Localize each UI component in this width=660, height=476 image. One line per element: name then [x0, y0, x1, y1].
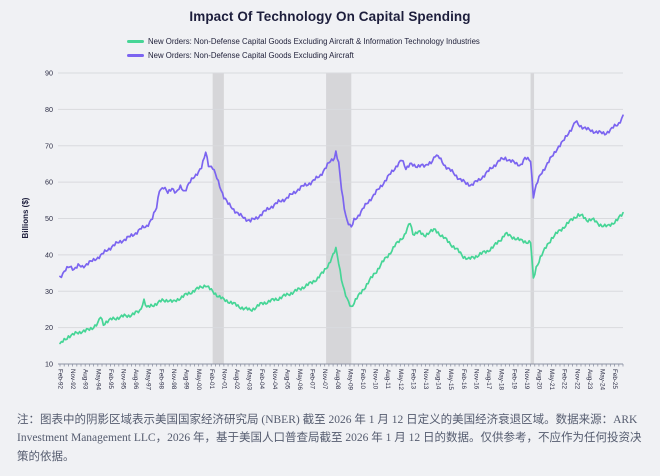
x-tick-label: Feb-04 [258, 369, 265, 389]
series-line-ex-aircraft-it [59, 211, 624, 345]
legend-swatch-purple-line [127, 53, 144, 57]
y-tick-label: 10 [45, 360, 53, 369]
x-tick-label: Aug-17 [485, 369, 492, 390]
footnote-disclaimer: 注：图表中的阴影区域表示美国国家经济研究局 (NBER) 截至 2026 年 1… [17, 414, 642, 463]
y-axis-title: Billions ($) [21, 197, 30, 238]
y-tick-label: 70 [45, 141, 53, 150]
legend-swatch-green-line [127, 39, 144, 43]
y-tick-label: 80 [45, 105, 53, 114]
x-tick-label: Nov-92 [69, 369, 76, 390]
x-tick-label: May-24 [598, 369, 605, 390]
y-tick-label: 60 [45, 178, 53, 187]
x-tick-label: Feb-95 [107, 369, 114, 389]
y-tick-label: 40 [45, 250, 53, 259]
chart-title: Impact Of Technology On Capital Spending [189, 9, 471, 24]
legend-item-ex-aircraft-it: New Orders: Non-Defense Capital Goods Ex… [127, 34, 480, 48]
x-tick-label: Nov-22 [573, 369, 580, 390]
legend-label-ex-aircraft: New Orders: Non-Defense Capital Goods Ex… [148, 50, 354, 60]
x-tick-label: Nov-04 [271, 369, 278, 390]
x-tick-label: Feb-16 [460, 369, 467, 389]
x-tick-label: Aug-20 [535, 369, 542, 390]
x-tick-label: Nov-98 [170, 369, 177, 390]
x-tick-label: Nov-07 [321, 369, 328, 390]
x-tick-label: Nov-16 [472, 369, 479, 390]
x-tick-label: Feb-13 [409, 369, 416, 389]
x-tick-label: May-94 [94, 369, 101, 390]
line-chart-canvas: 10 20 30 40 50 60 70 80 90 Feb-92 Nov-92 Aug-93 May-… [21, 69, 624, 390]
x-tick-label: Aug-11 [384, 369, 391, 389]
x-tick-label: Nov-19 [523, 369, 530, 390]
x-tick-label: Aug-05 [283, 369, 290, 390]
x-tick-label: May-00 [195, 369, 202, 390]
x-tick-label: Feb-19 [510, 369, 517, 389]
x-tick-label: Nov-13 [422, 369, 429, 390]
x-tick-label: Feb-98 [157, 369, 164, 389]
legend-label-ex-aircraft-it: New Orders: Non-Defense Capital Goods Ex… [148, 36, 480, 46]
x-tick-label: Aug-08 [334, 369, 341, 390]
x-tick-label: Aug-23 [586, 369, 593, 390]
y-tick-label: 30 [45, 287, 53, 296]
x-tick-label: Feb-10 [359, 369, 366, 389]
x-tick-label: Feb-22 [561, 369, 568, 389]
x-tick-label: Nov-95 [120, 369, 127, 390]
series-line-ex-aircraft [59, 114, 624, 279]
x-tick-label: May-09 [346, 369, 353, 390]
y-tick-label: 50 [45, 214, 53, 223]
x-tick-label: May-06 [296, 369, 303, 390]
x-tick-label: Aug-96 [132, 369, 139, 390]
y-tick-label: 20 [45, 323, 53, 332]
x-tick-label: Feb-92 [57, 369, 64, 389]
x-tick-label: Aug-93 [82, 369, 89, 390]
x-tick-label: Aug-02 [233, 369, 240, 390]
x-tick-label: May-18 [498, 369, 505, 390]
x-tick-label: Feb-25 [611, 369, 618, 389]
x-tick-label: Aug-99 [183, 369, 190, 390]
x-tick-label: Nov-10 [372, 369, 379, 390]
x-tick-label: May-03 [246, 369, 253, 390]
x-tick-label: May-12 [397, 369, 404, 390]
x-tick-label: Feb-01 [208, 369, 215, 389]
x-tick-label: Feb-07 [309, 369, 316, 389]
x-tick-label: May-15 [447, 369, 454, 390]
x-tick-label: Aug-14 [435, 369, 442, 390]
y-tick-label: 90 [45, 69, 53, 78]
x-tick-label: May-97 [145, 369, 152, 390]
legend-item-ex-aircraft: New Orders: Non-Defense Capital Goods Ex… [127, 48, 480, 62]
chart-legend: New Orders: Non-Defense Capital Goods Ex… [127, 34, 480, 62]
x-tick-label: Nov-01 [220, 369, 227, 390]
x-tick-label: May-21 [548, 369, 555, 390]
